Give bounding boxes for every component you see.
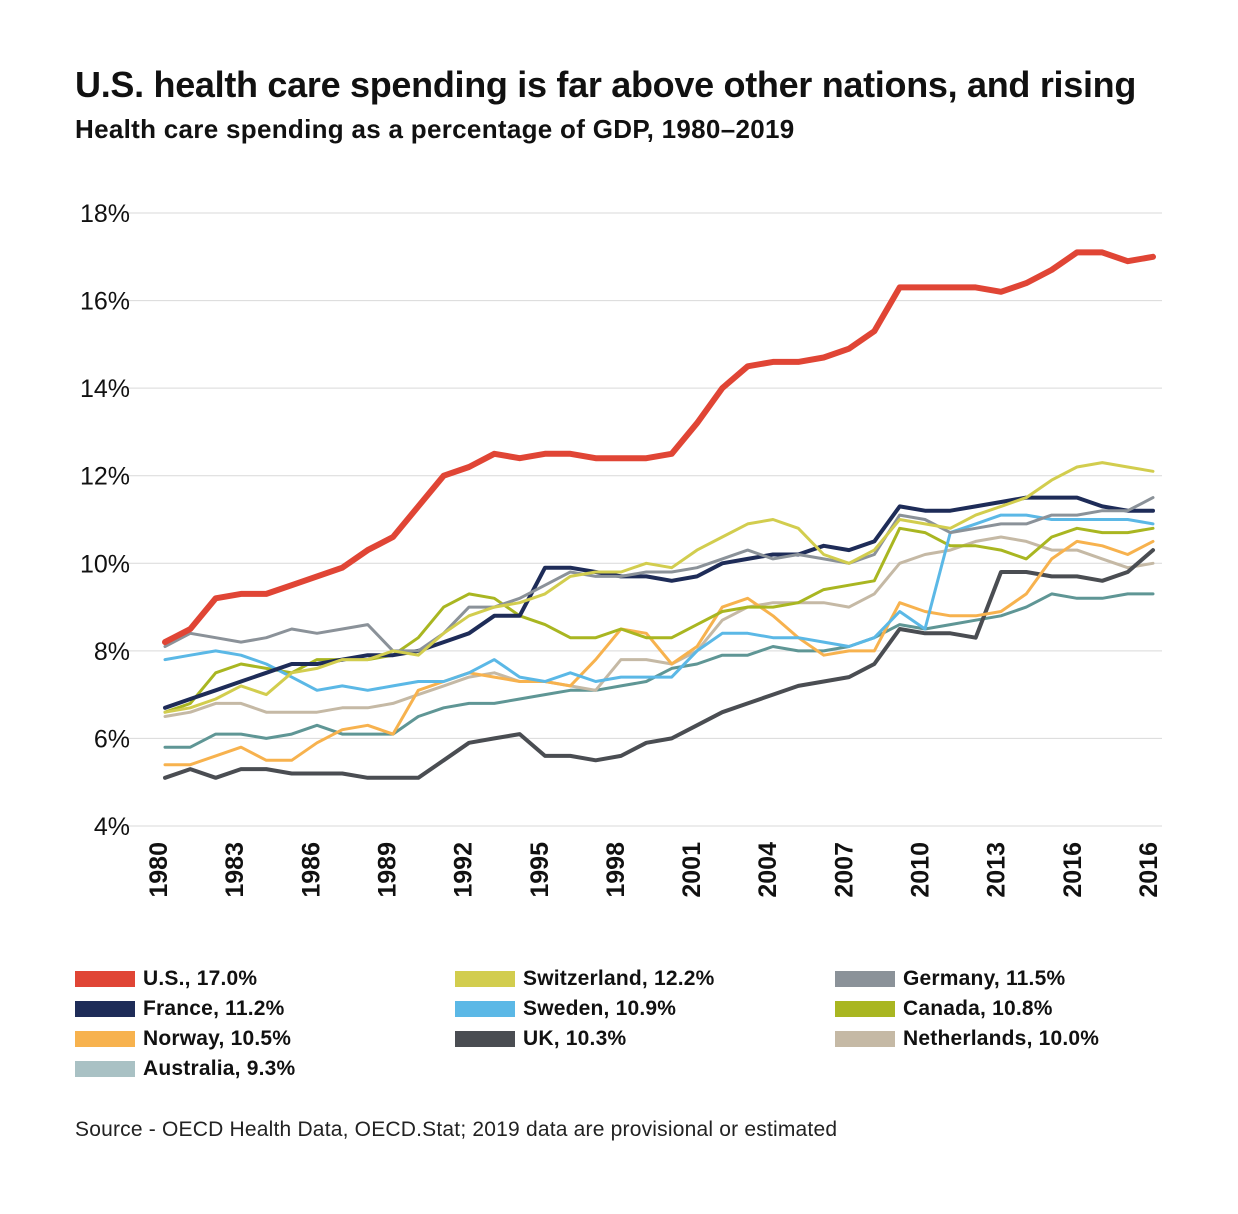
y-tick-label: 6% <box>94 725 130 753</box>
series-line-netherlands <box>163 535 1155 718</box>
series-line-uk <box>163 548 1155 780</box>
series-lines <box>162 249 1156 780</box>
x-tick-label: 1998 <box>602 842 630 898</box>
x-tick-label: 2016 <box>1059 842 1087 898</box>
x-tick-label: 2001 <box>678 842 706 898</box>
y-tick-label: 10% <box>80 550 130 578</box>
x-axis-tick-labels: 1980 1983 1986 1989 1992 1995 1998 2001 2004 2007… <box>145 842 1163 898</box>
x-tick-label: 1980 <box>145 842 173 898</box>
y-tick-label: 18% <box>80 200 130 228</box>
series-line-australia <box>163 592 1155 749</box>
x-tick-label: 2010 <box>907 842 935 898</box>
x-tick-label: 2016 <box>1135 842 1163 898</box>
x-tick-label: 2007 <box>830 842 858 898</box>
y-tick-label: 12% <box>80 463 130 491</box>
y-axis-tick-labels: 4% 6% 8% 10% 12% 14% 16% 18% <box>80 200 130 841</box>
y-tick-label: 16% <box>80 288 130 316</box>
series-line-germany <box>163 496 1155 653</box>
chart-title: U.S. health care spending is far above o… <box>75 64 1137 105</box>
x-tick-label: 2004 <box>754 842 782 898</box>
series-line-france <box>163 495 1155 710</box>
series-line-canada <box>163 526 1155 714</box>
y-tick-label: 8% <box>94 638 130 666</box>
series-line-norway <box>163 539 1155 767</box>
series-line-sweden <box>163 513 1155 692</box>
x-tick-label: 1986 <box>297 842 325 898</box>
gridlines <box>125 212 1162 827</box>
x-tick-label: 2013 <box>983 842 1011 898</box>
series-line-switzerland <box>163 461 1155 714</box>
x-tick-label: 1989 <box>373 842 401 898</box>
series-line-u-s <box>162 249 1156 646</box>
x-tick-label: 1992 <box>450 842 478 898</box>
x-tick-label: 1983 <box>221 842 249 898</box>
y-tick-label: 4% <box>94 813 130 841</box>
x-tick-label: 1995 <box>526 842 554 898</box>
y-tick-label: 14% <box>80 375 130 403</box>
chart-subtitle: Health care spending as a percentage of … <box>75 114 795 144</box>
source-note: Source - OECD Health Data, OECD.Stat; 20… <box>75 1118 838 1141</box>
